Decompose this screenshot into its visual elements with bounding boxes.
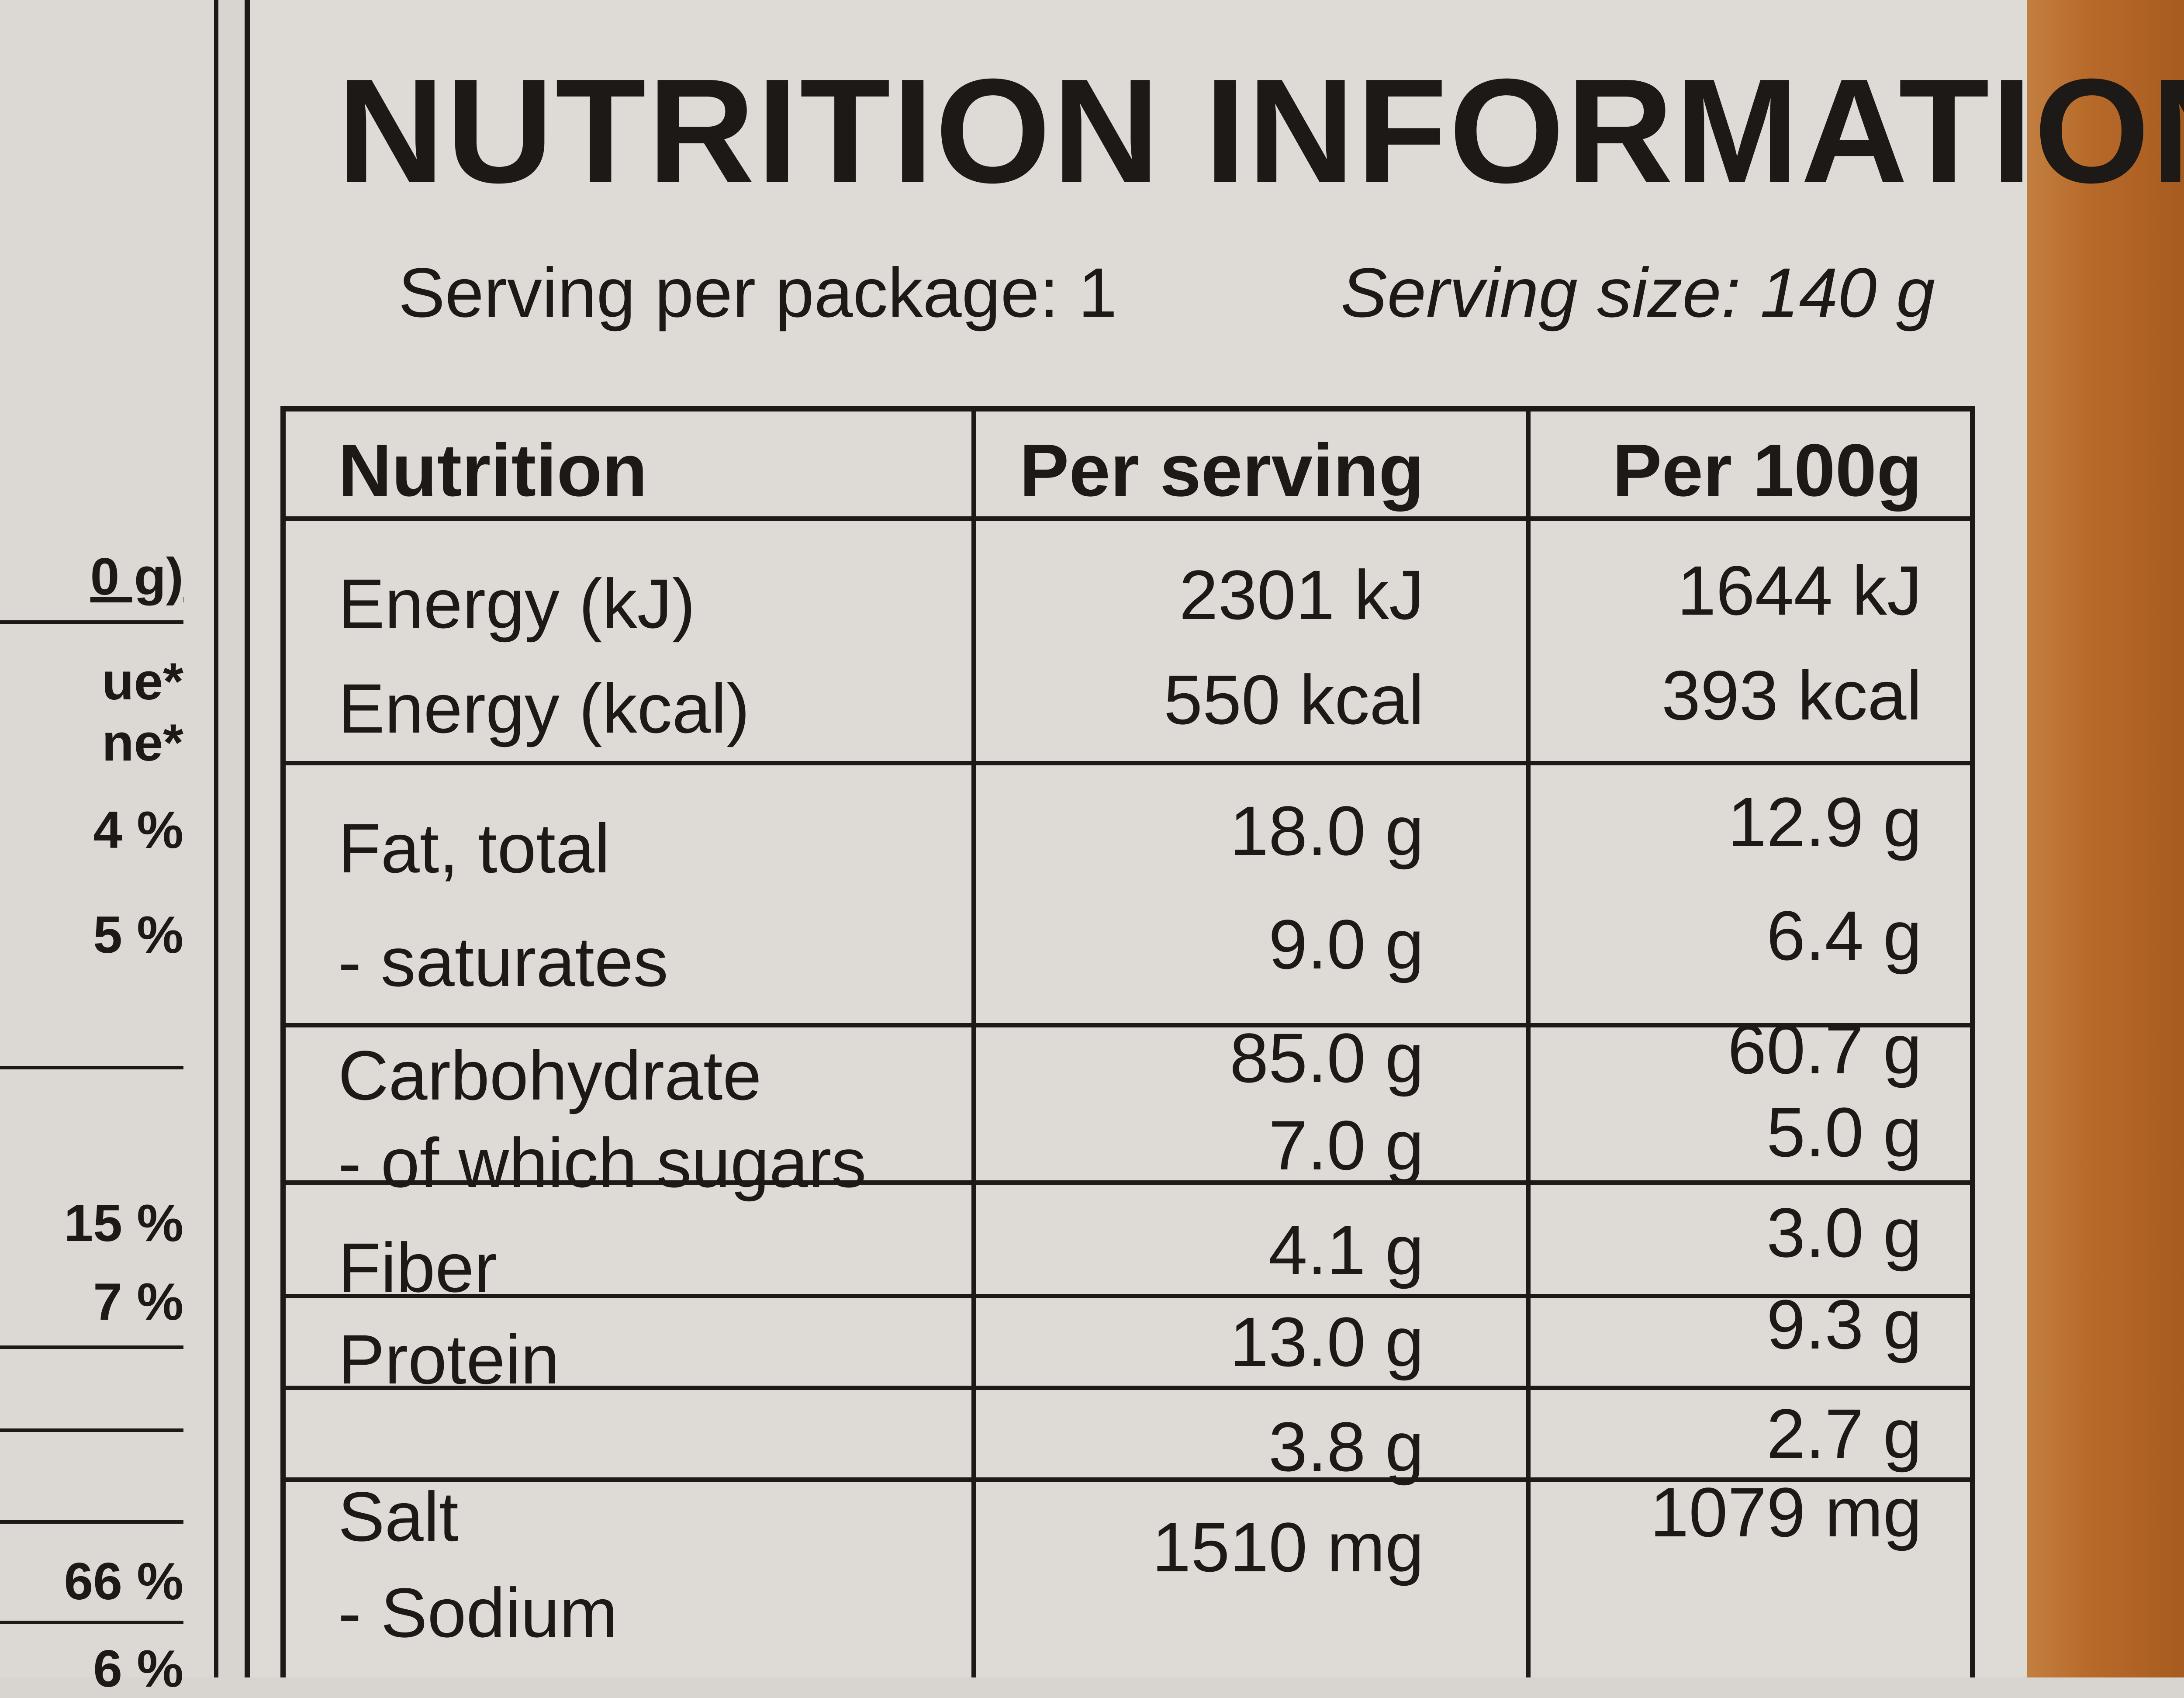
row-per-100g: 3.0 g (1766, 1193, 1922, 1272)
divider (0, 1345, 183, 1349)
row-per-serving: 550 kcal (1164, 661, 1424, 739)
divider (0, 1520, 183, 1524)
row-divider (286, 1180, 1970, 1185)
row-divider (286, 1386, 1970, 1390)
row-name: Fat, total (338, 809, 610, 887)
row-per-serving: 9.0 g (1268, 905, 1424, 983)
row-per-100g: 60.7 g (1728, 1010, 1922, 1088)
fragment-text: 66 % (64, 1552, 183, 1611)
row-per-serving: 4.1 g (1268, 1211, 1424, 1289)
label-title: NUTRITION INFORMATION (337, 48, 2184, 214)
divider (0, 620, 183, 624)
row-per-serving: 13.0 g (1230, 1303, 1424, 1381)
row-per-100g: 9.3 g (1766, 1285, 1922, 1363)
header-per-serving: Per serving (1019, 429, 1424, 512)
row-divider (286, 1477, 1970, 1482)
row-name: - saturates (338, 923, 668, 1001)
row-per-serving: 2301 kJ (1179, 556, 1424, 634)
nutrition-table: Nutrition Per serving Per 100g Energy (k… (280, 406, 1975, 1677)
row-per-serving: 18.0 g (1230, 792, 1424, 870)
divider (0, 1428, 183, 1432)
row-per-serving: 7.0 g (1268, 1106, 1424, 1184)
fragment-text: 5 % (93, 906, 183, 964)
row-divider (286, 761, 1970, 765)
row-per-100g: 12.9 g (1728, 783, 1922, 861)
row-name: - of which sugars (338, 1124, 867, 1202)
header-per-100g: Per 100g (1612, 429, 1922, 512)
column-divider (971, 412, 976, 1677)
fragment-text: 4 % (93, 801, 183, 859)
divider (0, 1621, 183, 1624)
row-divider (286, 516, 1970, 521)
row-divider (286, 1023, 1970, 1027)
fragment-text: 15 % (64, 1194, 183, 1252)
row-name: Salt (338, 1477, 459, 1556)
divider (0, 1066, 183, 1069)
row-per-100g: 1079 mg (1650, 1473, 1922, 1551)
row-name: - Sodium (338, 1574, 618, 1652)
row-per-serving: 85.0 g (1230, 1019, 1424, 1097)
row-per-serving: 3.8 g (1268, 1408, 1424, 1486)
fragment-text: 7 % (93, 1273, 183, 1331)
column-divider (1526, 412, 1531, 1677)
row-name: Carbohydrate (338, 1036, 762, 1114)
row-per-100g: 6.4 g (1766, 896, 1922, 975)
row-divider (286, 1294, 1970, 1298)
row-name: Energy (kcal) (338, 669, 750, 747)
fragment-text: 0 g) (90, 547, 183, 606)
row-per-100g: 2.7 g (1766, 1394, 1922, 1473)
fragment-text: ue* (102, 652, 183, 711)
row-name: Fiber (338, 1228, 498, 1307)
fragment-text: ne* (102, 713, 183, 772)
serving-size: Serving size: 140 g (1341, 253, 1935, 332)
adjacent-panel: 0 g) ue* ne* 4 % 5 % 15 % 7 % 66 % 6 % (0, 0, 218, 1695)
header-nutrition: Nutrition (338, 429, 648, 512)
row-per-100g: 1644 kJ (1677, 551, 1922, 629)
row-per-serving: 1510 mg (1152, 1508, 1424, 1586)
row-per-100g: 5.0 g (1766, 1093, 1922, 1171)
row-name: Protein (338, 1320, 560, 1398)
row-name: Energy (kJ) (338, 564, 695, 643)
fragment-text: 6 % (93, 1639, 183, 1698)
row-per-100g: 393 kcal (1662, 656, 1922, 734)
nutrition-label: NUTRITION INFORMATION Serving per packag… (245, 0, 2184, 1677)
serving-per-package: Serving per package: 1 (398, 253, 1117, 332)
